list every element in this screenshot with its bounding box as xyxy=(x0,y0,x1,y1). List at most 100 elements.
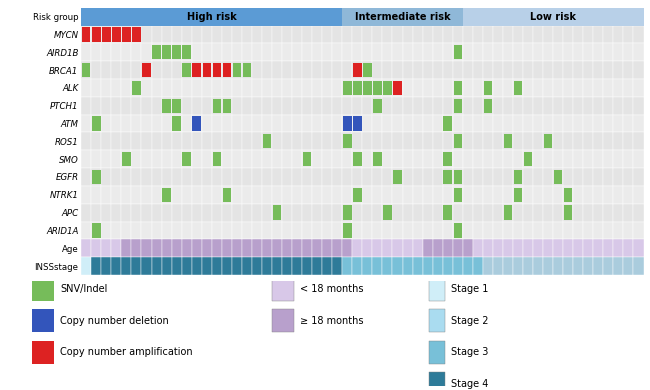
Bar xyxy=(222,133,232,150)
Text: < 18 months: < 18 months xyxy=(300,284,363,294)
Bar xyxy=(603,239,614,257)
Bar xyxy=(172,239,181,257)
Bar xyxy=(302,222,312,239)
Bar xyxy=(593,222,603,239)
Bar xyxy=(222,168,232,186)
Bar xyxy=(122,26,131,43)
Bar xyxy=(142,222,151,239)
Bar xyxy=(603,150,614,168)
Bar xyxy=(262,239,272,257)
Bar xyxy=(563,115,573,133)
Bar xyxy=(332,115,343,133)
Bar xyxy=(513,43,523,61)
Bar xyxy=(312,186,322,204)
Bar xyxy=(393,204,402,222)
Bar xyxy=(302,43,312,61)
Bar xyxy=(543,115,553,133)
Bar xyxy=(363,61,372,79)
Bar xyxy=(382,204,393,222)
Bar xyxy=(634,115,644,133)
Bar xyxy=(493,257,503,275)
Bar xyxy=(563,61,573,79)
Bar xyxy=(553,239,563,257)
Bar xyxy=(352,150,363,168)
Bar xyxy=(433,257,443,275)
Bar xyxy=(302,239,312,257)
Bar xyxy=(242,26,252,43)
Bar xyxy=(443,152,452,166)
Bar xyxy=(142,133,151,150)
Bar xyxy=(614,43,623,61)
Bar xyxy=(162,133,172,150)
Bar xyxy=(282,239,292,257)
Bar xyxy=(192,239,202,257)
Bar xyxy=(553,115,563,133)
Bar xyxy=(463,150,473,168)
Bar xyxy=(122,168,131,186)
Bar xyxy=(183,45,191,59)
Bar xyxy=(343,115,352,133)
Bar xyxy=(402,97,413,115)
Bar xyxy=(272,278,294,301)
Bar xyxy=(513,186,523,204)
Bar xyxy=(393,222,402,239)
Bar xyxy=(543,61,553,79)
Bar xyxy=(192,63,201,77)
Bar xyxy=(242,168,252,186)
Bar xyxy=(454,99,462,113)
Bar xyxy=(372,239,382,257)
Bar xyxy=(573,257,583,275)
Text: Intermediate risk: Intermediate risk xyxy=(355,12,450,22)
Bar xyxy=(202,204,212,222)
Bar xyxy=(101,61,111,79)
Bar xyxy=(242,257,252,275)
Bar xyxy=(463,222,473,239)
Bar xyxy=(413,239,422,257)
Bar xyxy=(242,79,252,97)
Bar xyxy=(352,257,363,275)
Bar xyxy=(553,61,563,79)
Bar xyxy=(131,115,142,133)
Bar xyxy=(493,186,503,204)
Bar xyxy=(463,97,473,115)
Bar xyxy=(573,115,583,133)
Bar xyxy=(101,26,111,43)
Bar xyxy=(422,26,433,43)
Bar xyxy=(82,27,90,42)
Bar xyxy=(503,61,513,79)
Bar xyxy=(183,152,191,166)
Bar xyxy=(583,115,593,133)
Bar xyxy=(614,186,623,204)
Bar xyxy=(262,168,272,186)
Bar xyxy=(363,239,372,257)
Bar xyxy=(92,170,101,184)
Bar xyxy=(372,204,382,222)
Bar xyxy=(252,43,262,61)
Bar xyxy=(332,222,343,239)
Bar xyxy=(443,43,453,61)
Bar xyxy=(453,222,463,239)
Bar xyxy=(413,222,422,239)
Bar xyxy=(343,61,352,79)
Bar xyxy=(393,186,402,204)
Bar xyxy=(151,204,162,222)
Bar xyxy=(372,222,382,239)
Bar xyxy=(111,26,122,43)
Bar xyxy=(332,168,343,186)
Bar xyxy=(132,81,140,95)
Bar xyxy=(453,239,463,257)
Bar xyxy=(192,43,202,61)
Bar xyxy=(202,168,212,186)
Bar xyxy=(453,133,463,150)
Bar xyxy=(433,133,443,150)
Bar xyxy=(242,115,252,133)
Bar xyxy=(402,186,413,204)
Bar xyxy=(312,168,322,186)
Bar xyxy=(443,133,453,150)
Bar xyxy=(503,79,513,97)
Bar xyxy=(473,61,483,79)
Bar xyxy=(222,97,232,115)
Bar xyxy=(382,222,393,239)
Bar xyxy=(393,170,402,184)
Bar xyxy=(413,26,422,43)
